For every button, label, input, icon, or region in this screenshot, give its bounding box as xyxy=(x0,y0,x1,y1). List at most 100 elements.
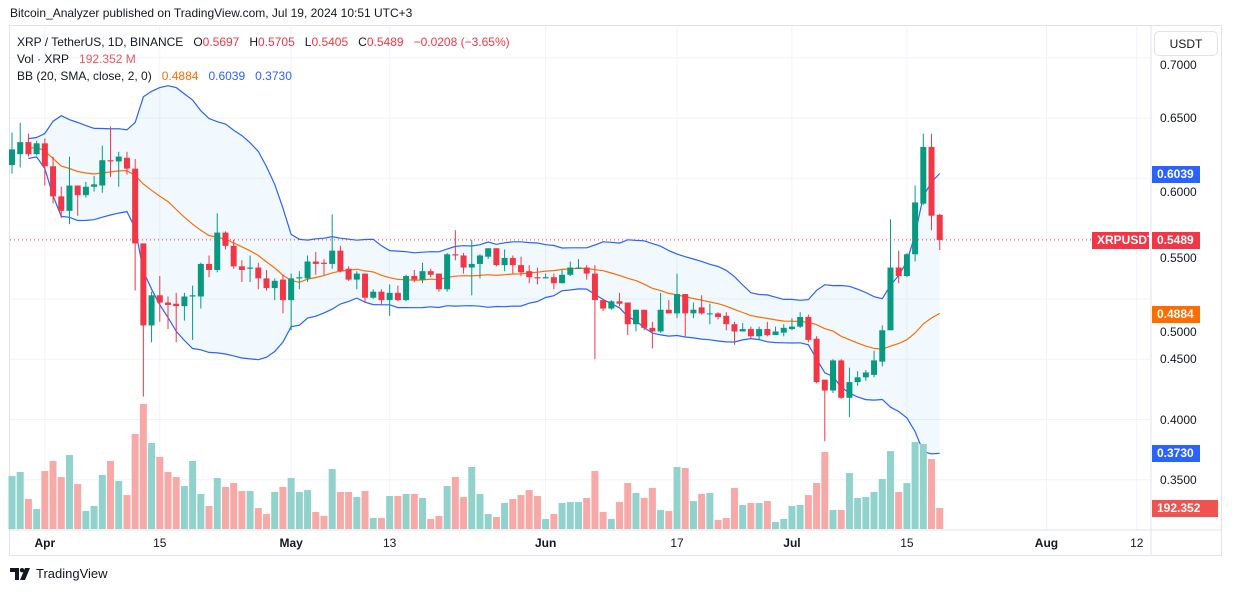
volume-bar xyxy=(542,518,550,529)
legend-symbol-row[interactable]: XRP / TetherUS, 1D, BINANCE O0.5697 H0.5… xyxy=(17,35,510,49)
volume-bar xyxy=(632,492,640,529)
candle-body xyxy=(411,275,418,280)
volume-bar xyxy=(33,509,41,529)
candles xyxy=(9,122,943,442)
legend-volume-row[interactable]: Vol · XRP 192.352 M xyxy=(17,52,136,66)
candle xyxy=(731,321,738,345)
candle-body xyxy=(230,245,237,267)
time-tick-label: 12 xyxy=(1130,536,1144,550)
candle xyxy=(756,326,763,340)
volume-bar xyxy=(657,510,665,529)
candle-body xyxy=(665,309,672,314)
candle-body xyxy=(830,360,836,391)
candle-body xyxy=(419,271,426,280)
candle xyxy=(181,292,188,321)
candle-body xyxy=(534,277,541,279)
candle xyxy=(58,186,65,219)
volume-bar xyxy=(82,510,90,529)
volume-bar xyxy=(788,505,796,529)
candle-body xyxy=(624,302,631,325)
currency-button[interactable]: USDT xyxy=(1154,31,1218,56)
volume-bar xyxy=(98,474,106,529)
candle-body xyxy=(912,202,919,255)
price-tick-label: 0.5500 xyxy=(1160,251,1197,265)
candle xyxy=(723,312,730,331)
tradingview-logo[interactable]: TradingView xyxy=(10,566,108,581)
candle-body xyxy=(682,294,689,314)
candle xyxy=(230,239,237,269)
volume-bar xyxy=(813,483,821,529)
volume-bar xyxy=(131,434,139,529)
candle xyxy=(813,336,820,384)
volume-bar xyxy=(107,460,115,529)
candle-body xyxy=(394,292,401,301)
candle xyxy=(9,132,15,174)
candle-body xyxy=(468,263,475,268)
candle-body xyxy=(493,248,500,266)
candle xyxy=(739,323,746,332)
close-label: C xyxy=(358,35,367,49)
volume-bar xyxy=(164,472,172,529)
candle xyxy=(394,285,401,302)
volume-bar xyxy=(525,490,533,529)
bb-fill xyxy=(28,85,940,454)
candle xyxy=(879,325,886,367)
candle-body xyxy=(813,338,820,383)
open-value: 0.5697 xyxy=(202,35,240,49)
volume-bar xyxy=(772,522,780,529)
candle-body xyxy=(386,292,393,301)
candle xyxy=(616,292,623,307)
legend-bb-row[interactable]: BB (20, SMA, close, 2, 0) 0.4884 0.6039 … xyxy=(17,69,292,83)
candle xyxy=(772,326,779,336)
candle xyxy=(715,312,722,320)
candle-body xyxy=(140,243,147,326)
volume-bar xyxy=(517,495,525,529)
candle xyxy=(17,122,24,168)
candle xyxy=(362,273,369,303)
price-tick-label: 0.7000 xyxy=(1160,58,1197,72)
candle xyxy=(247,255,254,283)
volume-bar xyxy=(213,478,221,529)
candle xyxy=(222,231,229,250)
candle xyxy=(263,269,270,291)
volume-bar xyxy=(648,487,656,529)
volume-bar xyxy=(230,483,238,529)
volume-bar xyxy=(287,478,295,529)
volume-bar xyxy=(509,498,517,529)
candle-body xyxy=(288,278,295,301)
price-tick-label: 0.4000 xyxy=(1160,412,1197,427)
candle xyxy=(862,370,869,381)
candle-body xyxy=(756,329,763,337)
candle-body xyxy=(403,275,410,301)
candle xyxy=(288,273,295,331)
volume-bar xyxy=(295,491,303,529)
tradingview-logo-text: TradingView xyxy=(36,566,108,581)
low-label: L xyxy=(304,35,312,49)
candle-body xyxy=(788,326,795,330)
candle xyxy=(403,274,410,302)
volume-bar xyxy=(172,477,180,529)
candle-body xyxy=(279,279,286,301)
volume-bar xyxy=(443,485,451,529)
candle-body xyxy=(271,280,278,289)
candle-body xyxy=(706,313,713,315)
volume-bar xyxy=(484,514,492,529)
candle xyxy=(386,284,393,316)
candle xyxy=(682,294,689,337)
candle xyxy=(378,289,385,305)
candle xyxy=(559,269,566,284)
candle-body xyxy=(304,261,311,279)
volume-bar xyxy=(197,493,205,529)
volume-bar xyxy=(919,443,927,529)
volume-bar xyxy=(501,503,509,529)
candle xyxy=(575,259,582,269)
candle xyxy=(370,289,377,299)
candle xyxy=(115,151,122,187)
candle-body xyxy=(838,360,845,398)
candle-body xyxy=(74,185,81,196)
candle xyxy=(173,292,180,343)
candle xyxy=(74,185,81,216)
volume-bar xyxy=(427,518,435,529)
candle-body xyxy=(509,257,516,266)
